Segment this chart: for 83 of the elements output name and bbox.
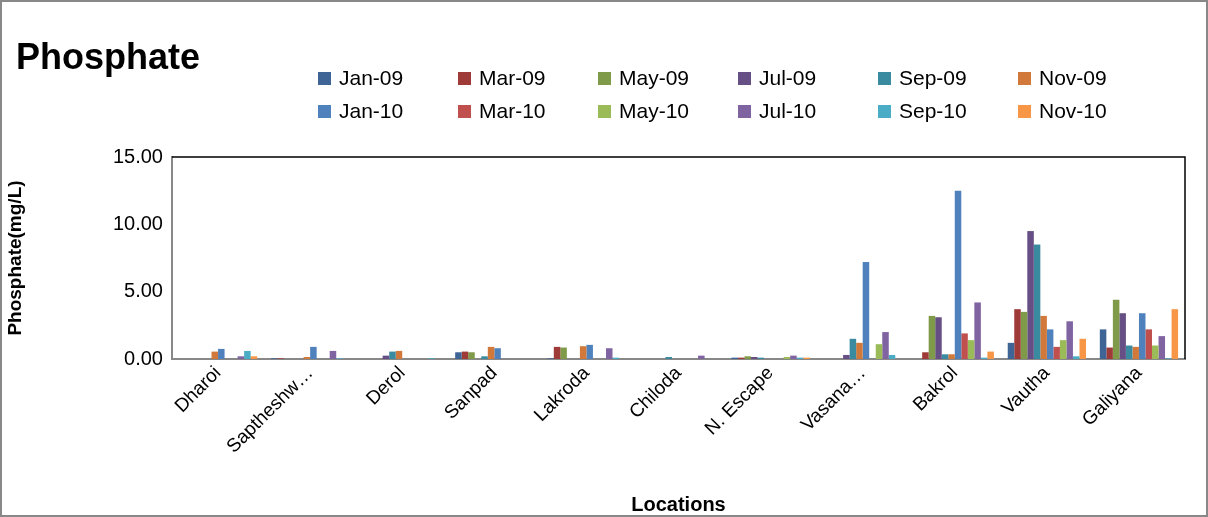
legend-label: Mar-09 <box>479 66 546 90</box>
bar <box>698 355 705 359</box>
bar <box>395 350 403 359</box>
bar <box>961 333 968 359</box>
bar <box>586 344 593 359</box>
bar <box>1066 321 1073 359</box>
bar <box>494 348 501 359</box>
legend-label: May-10 <box>619 99 690 123</box>
bar <box>888 354 896 359</box>
legend-label: Sep-10 <box>899 99 967 123</box>
legend-label: Jan-10 <box>339 99 404 123</box>
bar <box>1099 329 1107 359</box>
bar <box>1158 336 1166 359</box>
bar <box>1014 309 1021 359</box>
y-tick-label: 5.00 <box>124 279 163 302</box>
bar <box>481 356 488 359</box>
bar <box>843 354 850 359</box>
bar <box>487 346 495 359</box>
bar <box>987 351 994 359</box>
bar <box>967 340 975 359</box>
legend-label: Mar-10 <box>479 99 546 123</box>
legend-label: Nov-09 <box>1039 66 1107 90</box>
bar <box>1007 342 1015 359</box>
bar <box>303 356 311 359</box>
legend-label: May-09 <box>619 66 690 90</box>
bar <box>744 356 752 359</box>
legend-label: Jul-09 <box>759 66 817 90</box>
legend-label: Sep-09 <box>899 66 967 90</box>
bar <box>455 352 462 359</box>
chart-title: Phosphate <box>16 36 201 78</box>
y-tick-label: 0.00 <box>124 346 163 369</box>
legend-label: Nov-10 <box>1039 99 1107 123</box>
y-tick-label: 15.00 <box>112 144 163 167</box>
bar <box>605 348 613 359</box>
bar <box>922 352 929 359</box>
bar <box>948 354 955 359</box>
bar <box>1106 347 1113 359</box>
bar <box>954 190 962 359</box>
bar <box>468 352 475 359</box>
bar <box>1138 313 1146 359</box>
bar <box>935 317 942 359</box>
bar <box>218 348 225 359</box>
y-axis-title: Phosphate(mg/L) <box>3 180 25 336</box>
bar <box>849 338 857 359</box>
bar <box>665 356 672 359</box>
bar <box>579 346 587 359</box>
bar <box>928 315 936 359</box>
y-tick-label: 10.00 <box>112 211 163 234</box>
bar <box>1027 231 1034 359</box>
bar <box>1040 315 1047 359</box>
bar <box>1053 346 1060 359</box>
bar <box>790 355 797 359</box>
bar <box>237 356 245 359</box>
bar <box>560 347 567 359</box>
bar <box>310 346 317 359</box>
bar <box>1079 338 1086 359</box>
bar <box>783 356 791 359</box>
bar <box>862 262 870 359</box>
bar <box>1119 313 1126 359</box>
bar <box>1171 309 1179 359</box>
bar <box>751 356 758 359</box>
bar <box>1145 329 1152 359</box>
bar <box>1132 346 1139 359</box>
bar <box>1112 299 1120 359</box>
bar <box>1152 345 1159 359</box>
bar <box>553 346 561 359</box>
bar <box>875 344 883 359</box>
bar <box>1059 340 1067 359</box>
bar <box>1046 329 1054 359</box>
bar <box>856 342 863 359</box>
bar <box>250 356 258 359</box>
bar <box>329 350 337 359</box>
legend-label: Jan-09 <box>339 66 404 90</box>
bar <box>389 351 396 359</box>
bar <box>1020 311 1028 359</box>
bar <box>941 354 949 359</box>
bar <box>882 332 889 359</box>
x-axis-title: Locations <box>631 492 726 515</box>
bar <box>974 302 981 359</box>
legend-label: Jul-10 <box>759 99 817 123</box>
bar <box>244 350 251 359</box>
bar <box>1033 244 1041 359</box>
bar <box>1072 356 1080 359</box>
